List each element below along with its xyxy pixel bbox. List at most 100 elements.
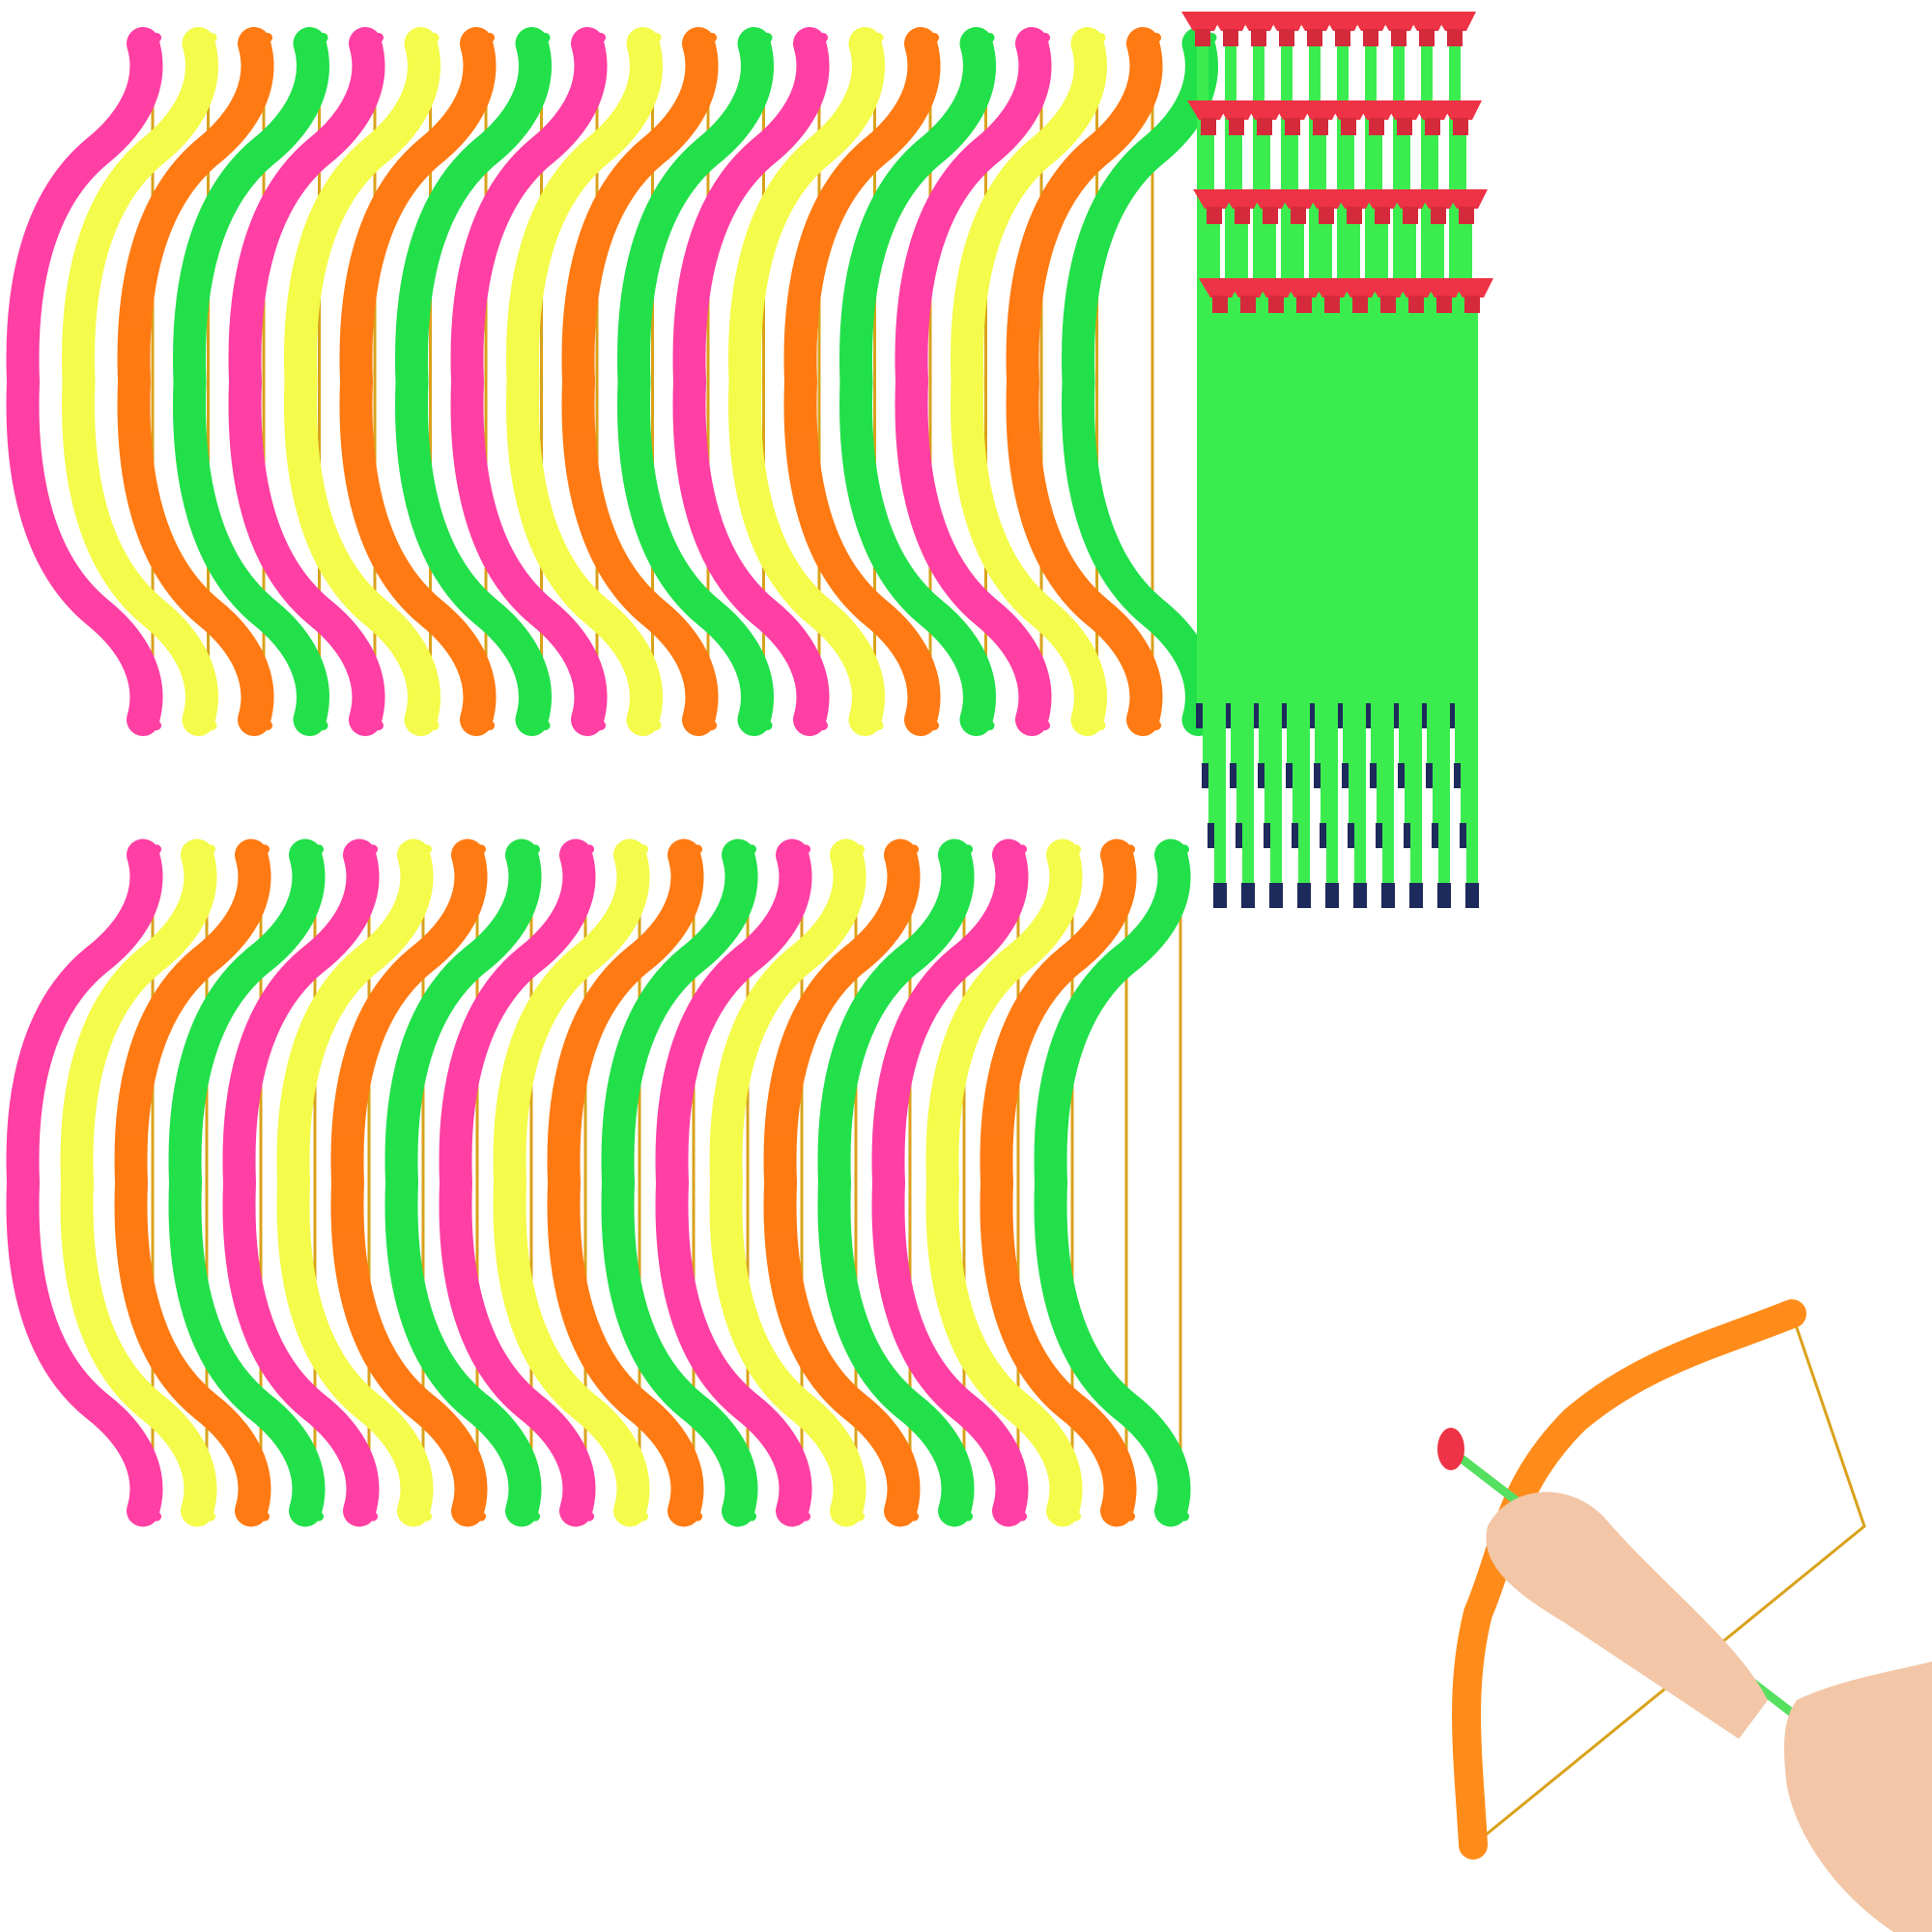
arrow-shaft bbox=[1270, 284, 1282, 895]
bow-tip bbox=[749, 33, 773, 730]
arrow-nock bbox=[1353, 883, 1367, 908]
cup-stem bbox=[1341, 118, 1356, 135]
bow-grip bbox=[823, 1136, 848, 1230]
suction-arrow bbox=[1367, 278, 1409, 908]
cup-stem bbox=[1291, 207, 1306, 224]
bow-grip bbox=[66, 1136, 91, 1230]
bow-tip bbox=[526, 33, 551, 730]
bow-grip bbox=[931, 1136, 956, 1230]
arrow-shaft bbox=[1242, 284, 1254, 895]
arrow-shaft bbox=[1326, 284, 1338, 895]
arrow-nock bbox=[1465, 883, 1479, 908]
cup-stem bbox=[1425, 118, 1440, 135]
arrow-nock bbox=[1381, 883, 1395, 908]
bow-tip bbox=[1112, 844, 1135, 1521]
toy-bow bbox=[763, 838, 921, 1527]
bow-grip bbox=[282, 1136, 307, 1230]
bow-grip bbox=[120, 1136, 145, 1230]
bow-tip bbox=[463, 844, 486, 1521]
bow-grip bbox=[1066, 333, 1093, 430]
bow-tip bbox=[860, 33, 884, 730]
bow-tip bbox=[1166, 844, 1189, 1521]
bow-tip bbox=[787, 844, 810, 1521]
bow-tip bbox=[582, 33, 606, 730]
right-hand bbox=[1784, 1662, 1932, 1932]
bow-grip bbox=[844, 333, 870, 430]
cup-stem bbox=[1207, 207, 1222, 224]
arrow-nock bbox=[1297, 883, 1311, 908]
cup-stem bbox=[1363, 29, 1378, 46]
arrow-shaft bbox=[1382, 284, 1394, 895]
bow-grip bbox=[769, 1136, 794, 1230]
cup-stem bbox=[1201, 118, 1216, 135]
cup-stem bbox=[1223, 29, 1238, 46]
suction-cup bbox=[1439, 100, 1482, 120]
bow-tip bbox=[1004, 844, 1027, 1521]
suction-arrow bbox=[1451, 278, 1493, 908]
bow-tip bbox=[1027, 33, 1050, 730]
arrow-shaft bbox=[1466, 284, 1478, 895]
bow-grip bbox=[1011, 333, 1037, 430]
cup-stem bbox=[1403, 207, 1418, 224]
bow-tip bbox=[300, 844, 324, 1521]
bow-grip bbox=[12, 1136, 37, 1230]
cup-stem bbox=[1235, 207, 1250, 224]
cup-stem bbox=[1369, 118, 1384, 135]
bow-tip bbox=[571, 844, 594, 1521]
suction-cup bbox=[1445, 189, 1488, 209]
bow-tip bbox=[694, 33, 717, 730]
bow-tip bbox=[304, 33, 328, 730]
cup-stem bbox=[1335, 29, 1350, 46]
cup-stem bbox=[1459, 207, 1474, 224]
bow-tip bbox=[1058, 844, 1081, 1521]
bow-tip bbox=[1082, 33, 1106, 730]
bow-tip bbox=[193, 33, 217, 730]
cup-stem bbox=[1464, 296, 1480, 313]
bow-tip bbox=[517, 844, 540, 1521]
arrow-shaft bbox=[1214, 284, 1226, 895]
cup-stem bbox=[1447, 29, 1463, 46]
bow-tip bbox=[1138, 33, 1161, 730]
bow-grip bbox=[12, 333, 37, 430]
bow-grip bbox=[174, 1136, 199, 1230]
cup-stem bbox=[1257, 118, 1272, 135]
cup-stem bbox=[1453, 118, 1468, 135]
bow-grip bbox=[345, 333, 370, 430]
bow-tip bbox=[246, 844, 270, 1521]
bow-tip bbox=[471, 33, 495, 730]
toy-bow bbox=[395, 27, 552, 736]
bow-grip bbox=[444, 1136, 469, 1230]
bow-grip bbox=[67, 333, 93, 430]
toy-bow bbox=[173, 27, 329, 736]
bow-tip bbox=[679, 844, 702, 1521]
suction-arrow bbox=[1227, 278, 1269, 908]
bow-grip bbox=[178, 333, 204, 430]
cup-stem bbox=[1229, 118, 1244, 135]
hand-holding-bow bbox=[1437, 1299, 1932, 1932]
cup-stem bbox=[1319, 207, 1334, 224]
cup-stem bbox=[1251, 29, 1266, 46]
bow-tip bbox=[360, 33, 384, 730]
bow-grip bbox=[234, 333, 259, 430]
bow-tip bbox=[138, 33, 161, 730]
arrow-nock bbox=[1325, 883, 1339, 908]
toy-bow bbox=[895, 27, 1052, 736]
bow-tip bbox=[625, 844, 648, 1521]
toy-bow bbox=[439, 838, 596, 1527]
bow-grip bbox=[390, 1136, 415, 1230]
bow-grip bbox=[400, 333, 426, 430]
cup-stem bbox=[1431, 207, 1446, 224]
arrow-nock bbox=[1269, 883, 1283, 908]
bow-grip bbox=[877, 1136, 902, 1230]
cup-stem bbox=[1347, 207, 1362, 224]
cup-stem bbox=[1375, 207, 1390, 224]
bow-grip bbox=[456, 333, 481, 430]
bow-tip bbox=[841, 844, 865, 1521]
cup-stem bbox=[1279, 29, 1294, 46]
bow-grip bbox=[123, 333, 148, 430]
toy-bow bbox=[709, 838, 867, 1527]
bow-tip bbox=[249, 33, 272, 730]
toy-bow bbox=[117, 27, 274, 736]
